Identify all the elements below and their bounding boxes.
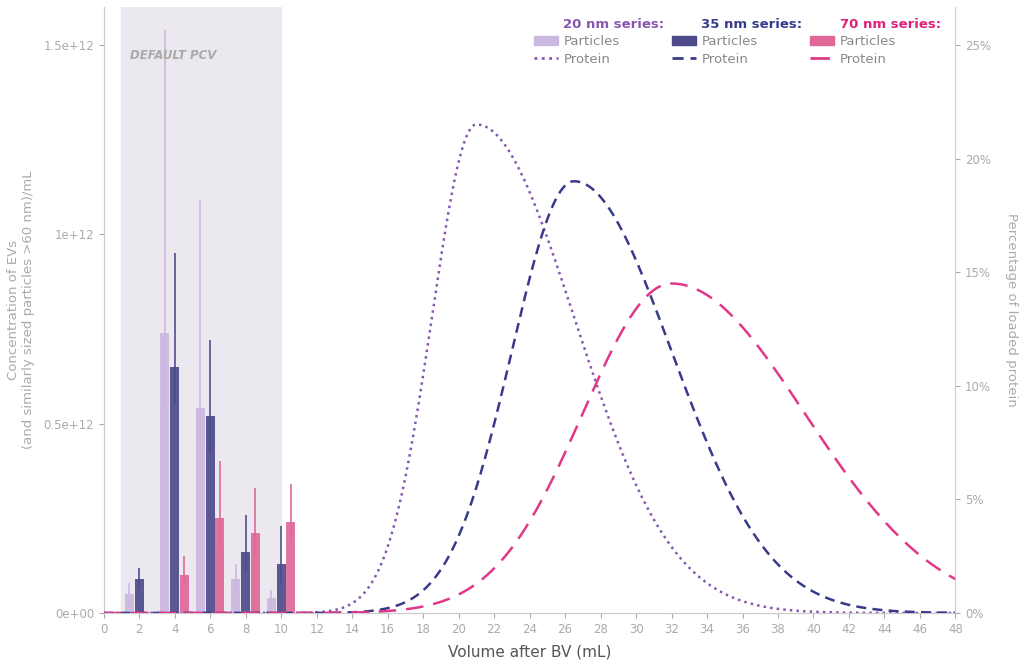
Bar	[232, 579, 241, 613]
Bar	[241, 552, 250, 613]
Y-axis label: Concentration of EVs
(and similarly sized particles >60 nm)/mL: Concentration of EVs (and similarly size…	[7, 170, 35, 450]
Bar	[161, 333, 169, 613]
Bar	[196, 408, 205, 613]
Bar	[277, 563, 286, 613]
Bar	[170, 367, 179, 613]
Bar	[134, 579, 144, 613]
Bar	[122, 7, 281, 613]
Bar	[206, 416, 214, 613]
Bar	[180, 575, 189, 613]
Text: DEFAULT PCV: DEFAULT PCV	[130, 49, 216, 62]
Bar	[286, 522, 295, 613]
X-axis label: Volume after BV (mL): Volume after BV (mL)	[448, 644, 611, 659]
Bar	[266, 598, 276, 613]
Bar	[251, 533, 260, 613]
Y-axis label: Percentage of loaded protein: Percentage of loaded protein	[1006, 213, 1018, 407]
Bar	[215, 518, 224, 613]
Legend: 20 nm series:, Particles, Protein, 35 nm series:, Particles, Protein, 70 nm seri: 20 nm series:, Particles, Protein, 35 nm…	[530, 13, 945, 70]
Bar	[125, 594, 134, 613]
